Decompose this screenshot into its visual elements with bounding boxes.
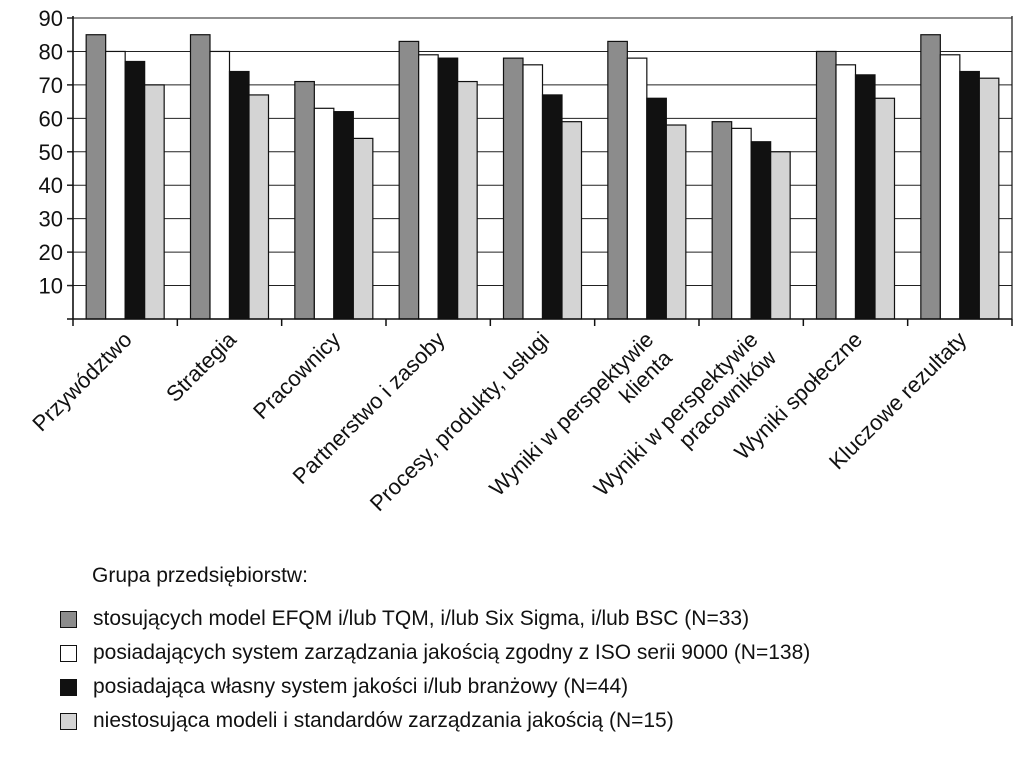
bar: [85, 34, 107, 320]
x-tick-label: Pracownicy: [248, 327, 345, 424]
x-tick-label: Strategia: [161, 326, 241, 406]
bar: [854, 74, 876, 320]
bar: [874, 97, 896, 320]
bar: [522, 64, 544, 320]
legend-label-iso: posiadających system zarządzania jakości…: [93, 641, 811, 664]
legend-title: Grupa przedsiębiorstw:: [92, 564, 308, 587]
bar: [541, 94, 563, 320]
bar: [313, 107, 335, 320]
y-tick-label: 70: [39, 73, 63, 98]
legend-label-efqm: stosujących model EFQM i/lub TQM, i/lub …: [93, 607, 750, 630]
bar: [939, 54, 961, 320]
bar: [607, 40, 628, 320]
bar: [105, 50, 126, 320]
legend-item-efqm: stosujących model EFQM i/lub TQM, i/lub …: [60, 602, 1000, 636]
bar: [228, 70, 250, 320]
legend-item-iso: posiadających system zarządzania jakości…: [60, 636, 1000, 670]
y-tick-label: 90: [39, 6, 63, 31]
legend: Grupa przedsiębiorstw: stosujących model…: [60, 563, 1000, 738]
bar: [770, 151, 791, 320]
bar: [750, 141, 772, 320]
bar: [144, 84, 165, 320]
x-tick-label: Przywództwo: [27, 327, 136, 436]
x-tick-label-line: Przywództwo: [27, 327, 136, 436]
bar: [835, 64, 857, 320]
y-tick-label: 30: [39, 207, 63, 232]
bar: [437, 57, 459, 320]
bar: [920, 34, 941, 320]
legend-item-no-standards: niestosująca modeli i standardów zarządz…: [60, 704, 1000, 738]
y-tick-label: 80: [39, 39, 63, 64]
y-tick-label: 20: [39, 240, 63, 265]
legend-item-own-system: posiadająca własny system jakości i/lub …: [60, 670, 1000, 704]
bar: [626, 57, 648, 320]
bars: [85, 34, 1000, 320]
axes: [67, 16, 1013, 326]
bar: [815, 50, 837, 320]
bar: [959, 70, 980, 320]
y-tick-label: 60: [39, 106, 63, 131]
bar: [711, 121, 733, 320]
bar: [333, 111, 354, 320]
bar: [189, 34, 211, 320]
bar: [665, 124, 687, 320]
legend-swatch-no-standards: [60, 712, 77, 730]
bar: [209, 50, 231, 320]
y-tick-label: 40: [39, 173, 63, 198]
bar: [457, 80, 478, 320]
bar: [352, 137, 374, 320]
x-tick-label: Procesy, produkty, usługi: [365, 327, 554, 516]
bar: [294, 80, 315, 320]
bar: [418, 54, 439, 320]
legend-swatch-iso: [60, 644, 77, 662]
legend-label-no-standards: niestosująca modeli i standardów zarządz…: [93, 709, 674, 732]
legend-swatch-efqm: [60, 610, 77, 628]
bar: [502, 57, 524, 320]
bar: [398, 40, 420, 320]
bar: [248, 94, 270, 320]
x-tick-label-line: Strategia: [161, 326, 241, 406]
legend-label-own-system: posiadająca własny system jakości i/lub …: [93, 675, 629, 698]
bar: [646, 97, 667, 320]
legend-swatch-own-system: [60, 678, 77, 696]
bar: [978, 77, 1000, 320]
y-tick-label: 50: [39, 140, 63, 165]
bar: [561, 121, 583, 320]
bar: [124, 60, 146, 320]
y-tick-label: 10: [39, 274, 63, 299]
x-tick-label-line: Procesy, produkty, usługi: [365, 327, 554, 516]
bar: [731, 127, 752, 320]
x-tick-label-line: Pracownicy: [248, 327, 345, 424]
bar-chart: 10 20 30 40 50 60 70 80 90 Przywództwo Strategia Pr…: [27, 6, 1013, 516]
